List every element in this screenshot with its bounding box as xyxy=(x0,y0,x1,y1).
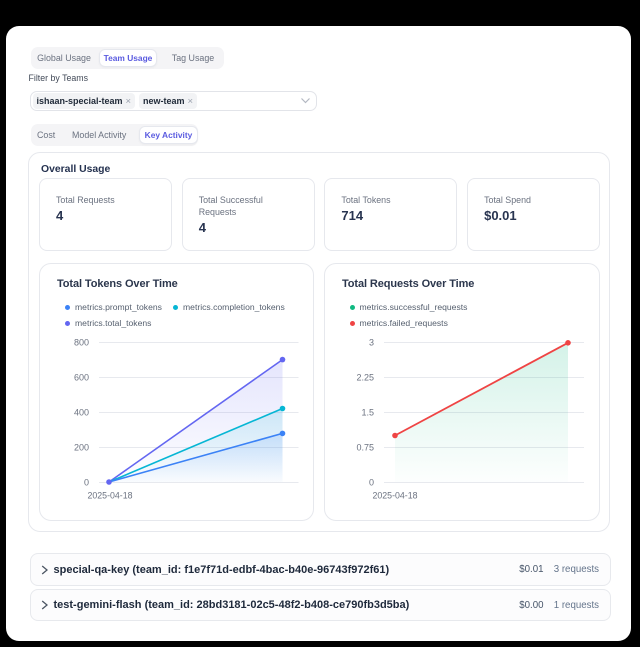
svg-text:0: 0 xyxy=(369,478,374,488)
svg-text:0: 0 xyxy=(84,478,89,488)
svg-text:600: 600 xyxy=(74,373,89,383)
svg-text:1.5: 1.5 xyxy=(361,408,374,418)
svg-text:2025-04-18: 2025-04-18 xyxy=(373,491,418,501)
svg-text:200: 200 xyxy=(74,443,89,453)
svg-text:400: 400 xyxy=(74,408,89,418)
svg-text:2.25: 2.25 xyxy=(356,373,374,383)
svg-text:3: 3 xyxy=(369,338,374,348)
svg-text:2025-04-18: 2025-04-18 xyxy=(88,491,133,501)
svg-text:800: 800 xyxy=(74,338,89,348)
svg-text:0.75: 0.75 xyxy=(356,443,374,453)
